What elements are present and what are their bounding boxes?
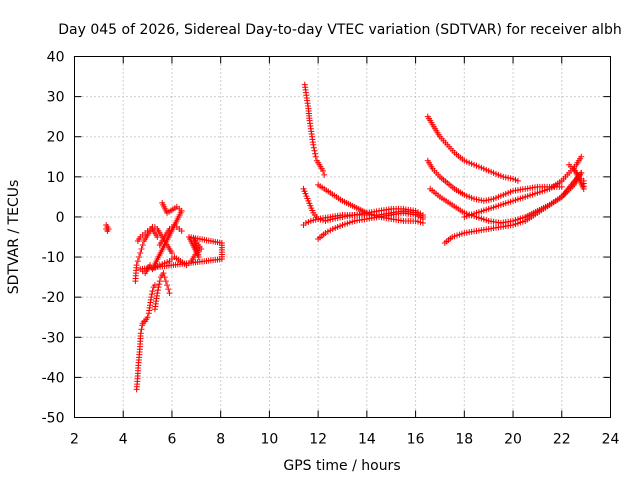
y-tick-label: -50 bbox=[42, 411, 65, 427]
data-point bbox=[137, 330, 144, 337]
x-tick-label: 24 bbox=[602, 432, 620, 448]
x-tick-label: 18 bbox=[455, 432, 473, 448]
chart-title: Day 045 of 2026, Sidereal Day-to-day VTE… bbox=[58, 22, 621, 38]
y-tick-label: -30 bbox=[42, 330, 65, 346]
data-point bbox=[138, 246, 145, 253]
y-tick-label: 0 bbox=[56, 210, 65, 226]
data-point bbox=[148, 294, 155, 301]
y-tick-label: -40 bbox=[42, 370, 65, 386]
data-point bbox=[312, 153, 319, 160]
data-point bbox=[320, 167, 327, 174]
data-point bbox=[156, 278, 163, 285]
x-tick-label: 10 bbox=[260, 432, 278, 448]
data-point bbox=[147, 262, 154, 269]
x-tick-label: 6 bbox=[167, 432, 176, 448]
x-axis-label: GPS time / hours bbox=[283, 458, 400, 474]
data-point bbox=[137, 250, 144, 257]
data-point bbox=[168, 250, 175, 257]
x-tick-label: 8 bbox=[216, 432, 225, 448]
data-point bbox=[105, 225, 112, 232]
x-tick-labels: 2 4 6 8 10 12 14 16 18 20 22 24 bbox=[70, 432, 619, 448]
data-point bbox=[566, 161, 573, 168]
data-point bbox=[310, 144, 317, 151]
data-point bbox=[311, 147, 318, 154]
data-point bbox=[149, 288, 156, 295]
y-tick-labels: -50 -40 -30 -20 -10 0 10 20 30 40 bbox=[42, 50, 65, 427]
axis-ticks bbox=[74, 56, 611, 418]
data-point bbox=[558, 183, 565, 190]
x-tick-label: 2 bbox=[70, 432, 79, 448]
data-point bbox=[164, 282, 171, 289]
y-tick-label: -20 bbox=[42, 290, 65, 306]
data-point bbox=[133, 262, 140, 269]
y-axis-label: SDTVAR / TECUs bbox=[6, 180, 22, 295]
data-point bbox=[419, 215, 426, 222]
y-tick-label: 40 bbox=[47, 50, 65, 66]
data-point bbox=[155, 284, 162, 291]
data-point bbox=[156, 281, 163, 288]
x-tick-label: 12 bbox=[309, 432, 327, 448]
data-point bbox=[138, 326, 145, 333]
data-point bbox=[134, 258, 141, 265]
y-tick-label: -10 bbox=[42, 250, 65, 266]
data-point bbox=[139, 242, 146, 249]
data-point bbox=[154, 287, 161, 294]
data-point bbox=[148, 291, 155, 298]
x-tick-label: 4 bbox=[119, 432, 128, 448]
data-point bbox=[136, 254, 143, 261]
data-point bbox=[310, 141, 317, 148]
data-point bbox=[312, 150, 319, 157]
data-point bbox=[160, 270, 167, 277]
data-point bbox=[154, 290, 161, 297]
data-point bbox=[178, 227, 185, 234]
data-point bbox=[321, 171, 328, 178]
x-tick-label: 20 bbox=[504, 432, 522, 448]
y-tick-label: 10 bbox=[47, 170, 65, 186]
data-point bbox=[514, 177, 521, 184]
x-tick-label: 16 bbox=[407, 432, 425, 448]
data-point bbox=[162, 278, 169, 285]
data-point bbox=[166, 290, 173, 297]
y-tick-label: 20 bbox=[47, 130, 65, 146]
data-points bbox=[103, 81, 587, 393]
y-tick-label: 30 bbox=[47, 90, 65, 106]
data-point bbox=[165, 286, 172, 293]
data-point bbox=[151, 282, 158, 289]
x-tick-label: 14 bbox=[358, 432, 376, 448]
data-point bbox=[161, 274, 168, 281]
x-tick-label: 22 bbox=[553, 432, 571, 448]
data-point bbox=[144, 314, 151, 321]
plot-frame bbox=[74, 56, 611, 418]
data-point bbox=[578, 153, 585, 160]
